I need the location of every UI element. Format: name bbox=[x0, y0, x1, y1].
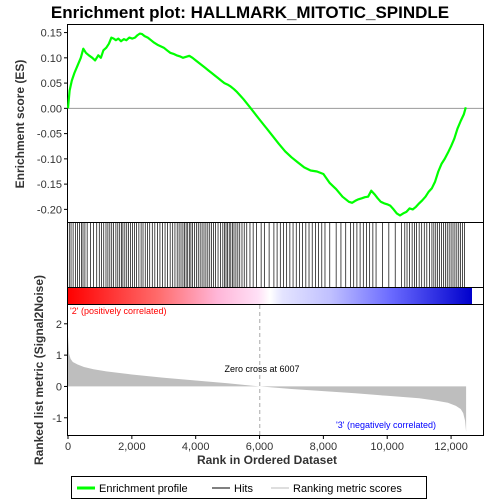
metric-y-axis-label: Ranked list metric (Signal2Noise) bbox=[32, 275, 46, 465]
x-tick-label: 12,000 bbox=[434, 441, 468, 453]
es-y-tick-label: -0.05 bbox=[37, 129, 62, 141]
metric-panel-frame bbox=[67, 304, 484, 436]
x-tick-label: 0 bbox=[65, 441, 71, 453]
es-y-tick-label: 0.15 bbox=[41, 28, 62, 40]
metric-y-tick-label: 1 bbox=[56, 350, 62, 362]
rank-color-bar bbox=[68, 288, 472, 304]
es-y-tick-label: 0.00 bbox=[41, 103, 62, 115]
enrichment-profile-path bbox=[66, 32, 467, 217]
es-y-axis-label: Enrichment score (ES) bbox=[13, 60, 27, 189]
enrichment-profile-line bbox=[66, 32, 467, 217]
legend: Enrichment profile Hits Ranking metric s… bbox=[71, 476, 427, 499]
es-y-tick-label: -0.10 bbox=[37, 154, 62, 166]
metric-y-tick-label: 2 bbox=[56, 319, 62, 331]
es-y-tick-label: -0.20 bbox=[37, 204, 62, 216]
chart-title: Enrichment plot: HALLMARK_MITOTIC_SPINDL… bbox=[51, 3, 449, 22]
x-tick-label: 10,000 bbox=[370, 441, 404, 453]
hits-panel-frame bbox=[67, 222, 484, 288]
metric-y-tick-label: 0 bbox=[56, 381, 62, 393]
metric-y-tick-label: -1 bbox=[52, 413, 62, 425]
metric-y-axis: 2 1 0 -1 bbox=[52, 319, 68, 425]
hit-markers bbox=[68, 223, 465, 287]
es-y-axis: 0.15 0.10 0.05 0.00 -0.05 -0.10 -0.15 -0.20 bbox=[37, 28, 68, 216]
legend-label-hits: Hits bbox=[234, 483, 253, 495]
x-tick-label: 2,000 bbox=[118, 441, 146, 453]
zero-cross-label: Zero cross at 6007 bbox=[224, 364, 299, 374]
es-y-tick-label: 0.10 bbox=[41, 53, 62, 65]
x-axis-label: Rank in Ordered Dataset bbox=[197, 453, 337, 467]
positive-correlation-label: '2' (positively correlated) bbox=[70, 306, 166, 316]
es-panel-frame bbox=[67, 24, 484, 223]
x-tick-label: 8,000 bbox=[310, 441, 338, 453]
negative-correlation-label: '3' (negatively correlated) bbox=[336, 420, 436, 430]
ranking-metric-area bbox=[68, 336, 467, 432]
legend-box bbox=[71, 476, 427, 499]
legend-label-ranking-metric: Ranking metric scores bbox=[293, 483, 402, 495]
legend-label-enrichment-profile: Enrichment profile bbox=[99, 483, 188, 495]
es-y-tick-label: 0.05 bbox=[41, 78, 62, 90]
rank-x-axis: 0 2,000 4,000 6,000 8,000 10,000 12,000 bbox=[65, 435, 468, 453]
es-y-tick-label: -0.15 bbox=[37, 179, 62, 191]
x-tick-label: 4,000 bbox=[182, 441, 210, 453]
x-tick-label: 6,000 bbox=[246, 441, 274, 453]
ranking-metric-fill bbox=[68, 336, 467, 432]
